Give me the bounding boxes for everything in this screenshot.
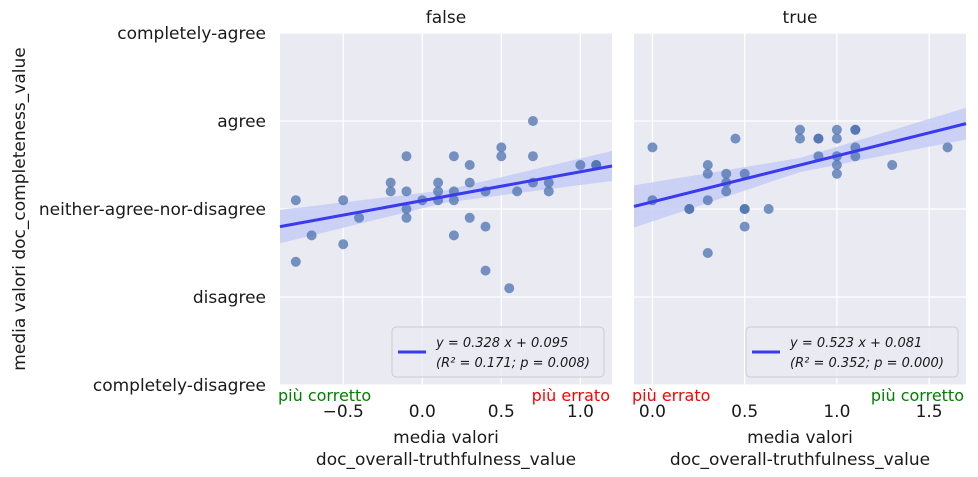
data-point bbox=[763, 204, 774, 214]
data-point bbox=[702, 248, 713, 258]
y-tick-label: completely-agree bbox=[117, 24, 266, 44]
data-point bbox=[684, 204, 695, 214]
data-point bbox=[702, 160, 713, 170]
data-point bbox=[543, 177, 554, 188]
data-point bbox=[887, 160, 898, 170]
data-point bbox=[401, 151, 412, 162]
panel-title: false bbox=[426, 8, 466, 28]
data-point bbox=[721, 168, 732, 179]
y-tick-label: agree bbox=[217, 112, 266, 132]
regression-line bbox=[633, 122, 967, 208]
data-point bbox=[850, 151, 861, 162]
legend-box bbox=[745, 326, 959, 378]
x-tick-label: 0.5 bbox=[488, 402, 515, 422]
data-point bbox=[306, 230, 317, 241]
legend-stats: (R² = 0.352; p = 0.000) bbox=[790, 356, 944, 371]
data-point bbox=[338, 195, 349, 206]
data-point bbox=[401, 204, 412, 214]
data-point bbox=[739, 204, 750, 214]
data-point bbox=[401, 212, 412, 223]
legend-equation: y = 0.523 x + 0.081 bbox=[789, 336, 922, 351]
data-point bbox=[496, 142, 507, 153]
data-point bbox=[831, 168, 842, 179]
data-point bbox=[795, 133, 805, 144]
y-axis-label: media valori doc_completeness_value bbox=[10, 47, 30, 370]
data-point bbox=[448, 151, 459, 162]
data-point bbox=[354, 212, 365, 223]
x-tick-label: 0.5 bbox=[731, 402, 758, 422]
data-point bbox=[527, 116, 538, 126]
data-point bbox=[850, 124, 861, 135]
data-point bbox=[730, 133, 741, 144]
data-point bbox=[942, 142, 953, 153]
data-point bbox=[647, 142, 658, 153]
data-point bbox=[496, 151, 507, 162]
data-point bbox=[385, 177, 396, 188]
x-axis-label: media valori bbox=[747, 428, 853, 448]
data-point bbox=[464, 212, 475, 223]
panel-title: true bbox=[783, 8, 818, 28]
data-point bbox=[433, 186, 444, 197]
x-axis-label: doc_overall-truthfulness_value bbox=[670, 450, 930, 470]
note-left: più errato bbox=[632, 386, 710, 405]
x-tick-label: −0.5 bbox=[323, 402, 364, 422]
data-point bbox=[433, 177, 444, 188]
data-point bbox=[543, 186, 554, 197]
data-point bbox=[575, 160, 586, 170]
legend-box bbox=[391, 326, 605, 378]
x-axis-label: media valori bbox=[393, 428, 499, 448]
data-point bbox=[813, 133, 824, 144]
x-tick-label: 1.0 bbox=[823, 402, 850, 422]
data-point bbox=[831, 124, 842, 135]
x-tick-label: 1.0 bbox=[567, 402, 594, 422]
data-point bbox=[448, 230, 459, 241]
data-point bbox=[480, 221, 491, 232]
data-point bbox=[702, 168, 713, 179]
y-tick-label: neither-agree-nor-disagree bbox=[39, 200, 266, 220]
data-point bbox=[464, 160, 475, 170]
data-point bbox=[464, 177, 475, 188]
data-point bbox=[795, 124, 805, 135]
data-point bbox=[512, 186, 523, 197]
confidence-band bbox=[634, 107, 966, 228]
data-point bbox=[448, 195, 459, 206]
y-tick-label: disagree bbox=[193, 288, 266, 308]
data-point bbox=[831, 160, 842, 170]
data-point bbox=[290, 256, 301, 267]
note-right: più corretto bbox=[871, 386, 964, 405]
data-point bbox=[831, 133, 842, 144]
data-point bbox=[480, 265, 491, 276]
x-axis-label: doc_overall-truthfulness_value bbox=[316, 450, 576, 470]
legend-equation: y = 0.328 x + 0.095 bbox=[435, 336, 568, 351]
data-point bbox=[385, 186, 396, 197]
data-point bbox=[401, 186, 412, 197]
note-left: più corretto bbox=[278, 386, 371, 405]
data-point bbox=[290, 195, 301, 206]
data-point bbox=[739, 221, 750, 232]
x-tick-label: 1.5 bbox=[916, 402, 943, 422]
x-tick-label: 0.0 bbox=[409, 402, 436, 422]
data-point bbox=[338, 239, 349, 250]
note-right: più errato bbox=[532, 386, 610, 405]
data-point bbox=[739, 168, 750, 179]
data-point bbox=[527, 151, 538, 162]
data-point bbox=[702, 195, 713, 206]
data-point bbox=[721, 186, 732, 197]
x-tick-label: 0.0 bbox=[639, 402, 666, 422]
y-tick-label: completely-disagree bbox=[93, 376, 266, 396]
regression-line bbox=[279, 164, 613, 229]
legend-stats: (R² = 0.171; p = 0.008) bbox=[436, 356, 590, 371]
data-point bbox=[504, 283, 515, 294]
